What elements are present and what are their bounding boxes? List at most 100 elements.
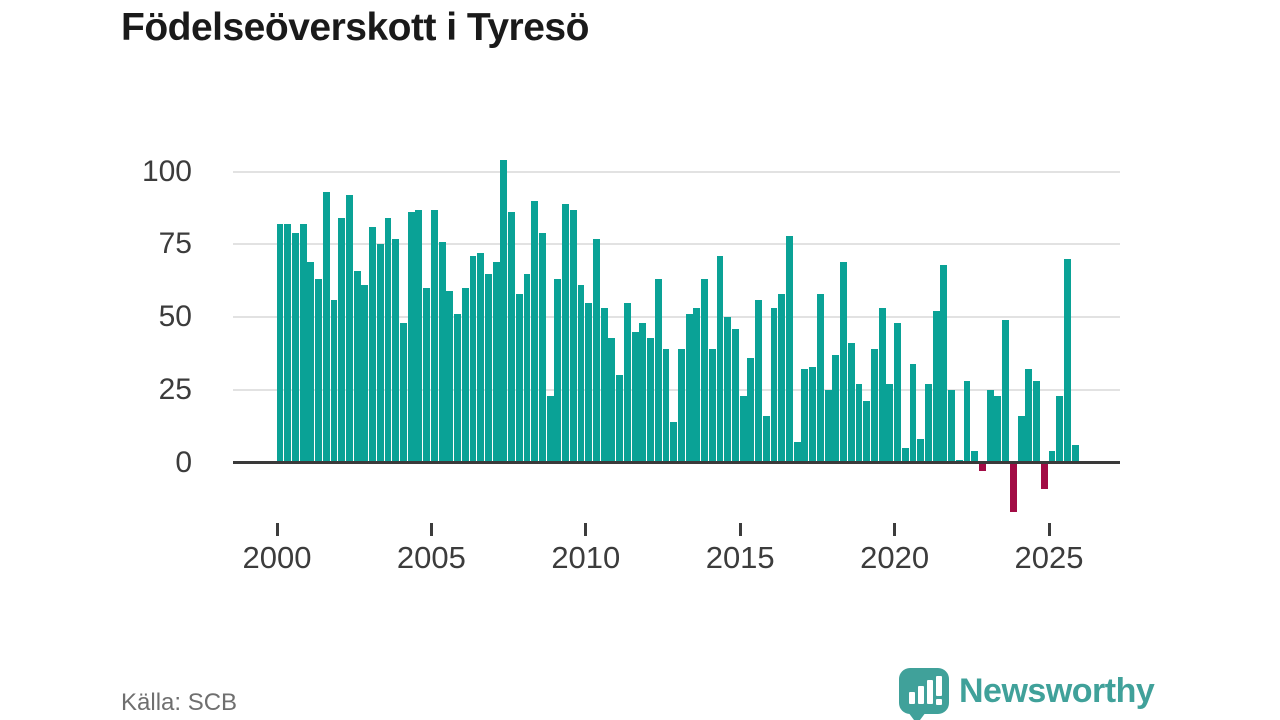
bar-2013q2 (685, 314, 693, 463)
bar-2004q1 (400, 322, 407, 463)
bar-2025q1 (1048, 450, 1056, 463)
bar-2014q2 (716, 256, 724, 463)
source-attribution: Källa: SCB (121, 689, 238, 716)
bar-2011q4 (639, 322, 647, 463)
x-axis-label-2025: 2025 (1014, 540, 1084, 575)
bar-2002q1 (338, 218, 346, 463)
x-axis-label-2005: 2005 (396, 540, 466, 575)
bar-2002q2 (345, 195, 353, 463)
bar-2016q1 (770, 308, 778, 463)
bar-2025q4 (1071, 445, 1079, 463)
bar-2004q2 (407, 212, 415, 463)
y-axis-label-25: 25 (158, 372, 192, 406)
bar-2010q2 (593, 238, 600, 463)
bar-2006q3 (477, 253, 485, 463)
bar-2004q4 (423, 288, 431, 463)
bar-2017q4 (824, 389, 832, 463)
x-axis-label-2000: 2000 (242, 540, 312, 575)
newsworthy-logo: Newsworthy (899, 663, 1155, 720)
bar-2023q4 (1009, 462, 1017, 512)
x-axis-label-2010: 2010 (551, 540, 621, 575)
bar-2003q4 (392, 238, 400, 463)
x-tick-2015 (738, 523, 742, 536)
bar-2014q3 (724, 317, 732, 463)
bar-2014q4 (731, 328, 739, 463)
bar-2000q2 (284, 224, 292, 463)
bar-2024q1 (1017, 416, 1025, 463)
bar-2000q4 (299, 224, 307, 463)
bar-2006q1 (461, 288, 469, 463)
bar-2008q1 (523, 273, 531, 463)
bar-2016q2 (778, 293, 786, 463)
bar-2013q4 (701, 279, 708, 463)
logo-bar-3 (927, 680, 933, 704)
x-tick-2025 (1047, 523, 1051, 536)
bar-2019q3 (878, 308, 886, 463)
bar-2025q2 (1056, 395, 1064, 463)
bar-2010q1 (585, 302, 593, 463)
bar-2017q1 (801, 369, 809, 463)
bar-2012q4 (670, 421, 678, 463)
bar-2021q2 (932, 311, 940, 463)
bar-2007q2 (500, 160, 508, 463)
bar-2009q3 (569, 209, 577, 463)
bar-2003q1 (369, 227, 377, 463)
bar-2022q3 (971, 450, 979, 463)
bar-2001q1 (307, 261, 315, 463)
bar-2006q4 (484, 273, 492, 463)
x-tick-2005 (429, 523, 433, 536)
bar-2019q2 (870, 349, 878, 463)
bar-2008q2 (531, 200, 539, 463)
y-axis-label-0: 0 (175, 445, 192, 479)
bar-2010q3 (600, 308, 608, 463)
x-tick-2000 (275, 523, 279, 536)
bar-2018q4 (855, 384, 863, 463)
logo-exclamation-stem (936, 676, 942, 696)
bar-2017q3 (816, 293, 824, 463)
gridline-100 (233, 170, 1120, 173)
bar-2024q2 (1025, 369, 1033, 463)
bar-2006q2 (469, 256, 477, 463)
bar-2002q3 (353, 270, 361, 463)
bar-2020q1 (894, 322, 901, 463)
bar-2015q4 (762, 416, 770, 463)
bar-2019q1 (863, 401, 871, 463)
speech-bubble-chart-icon (899, 668, 949, 720)
bar-2009q4 (577, 285, 585, 463)
logo-bar-2 (918, 686, 924, 704)
bar-2015q1 (739, 395, 747, 463)
bar-2004q3 (415, 209, 423, 463)
bar-2012q3 (662, 349, 670, 463)
gridline-25 (233, 388, 1120, 391)
bar-2011q2 (623, 302, 631, 463)
bar-2008q4 (546, 395, 554, 463)
gridline-50 (233, 316, 1120, 319)
x-axis-label-2020: 2020 (860, 540, 930, 575)
y-axis-label-75: 75 (158, 227, 192, 261)
y-axis-label-50: 50 (158, 300, 192, 334)
bar-2003q2 (376, 244, 384, 463)
bar-2013q1 (677, 349, 685, 463)
bar-2020q2 (901, 448, 909, 463)
x-axis-line (233, 461, 1120, 464)
bar-2019q4 (886, 384, 894, 463)
bar-2012q1 (647, 337, 654, 463)
bar-2005q4 (454, 314, 461, 463)
bar-2007q1 (492, 261, 500, 463)
bar-2024q3 (1033, 381, 1040, 463)
bar-2005q2 (438, 241, 446, 463)
bar-2000q1 (276, 224, 284, 463)
x-axis-label-2015: 2015 (705, 540, 775, 575)
bar-2007q4 (515, 293, 523, 463)
bar-2011q1 (616, 375, 624, 463)
bar-2021q3 (940, 264, 948, 463)
bar-2015q3 (755, 299, 763, 463)
bar-2003q3 (384, 218, 392, 463)
bar-2018q2 (840, 261, 847, 463)
bar-2025q3 (1063, 258, 1071, 463)
bar-2014q1 (708, 349, 716, 463)
bar-2016q3 (786, 235, 793, 463)
bar-2020q4 (917, 439, 925, 463)
bar-2023q1 (986, 389, 994, 463)
